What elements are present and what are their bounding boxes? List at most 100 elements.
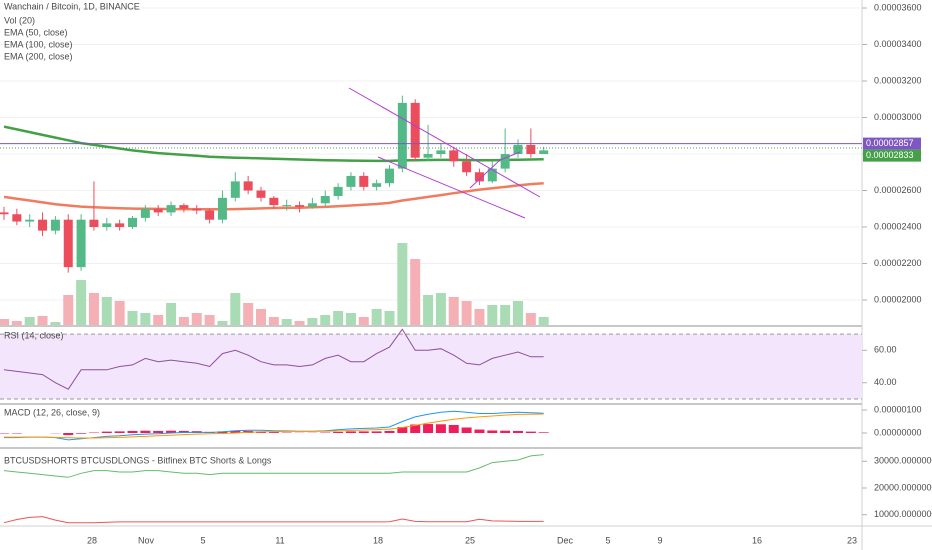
plot-area [0, 7, 862, 524]
candle-body [385, 168, 394, 184]
volume-bar [500, 305, 511, 325]
candle-body [526, 144, 536, 155]
volume-bar [435, 293, 446, 325]
volume-bar [166, 303, 177, 325]
volume-bar [204, 315, 215, 325]
volume-bar [178, 317, 189, 325]
candle-body [359, 175, 369, 187]
indicator-line [3, 328, 544, 390]
price-axis-label: 40.00 [874, 377, 897, 387]
histogram-bar [384, 430, 395, 433]
time-axis-label: 16 [752, 535, 762, 545]
histogram-bar [397, 427, 408, 433]
candle-body [513, 144, 523, 155]
candle-body [230, 181, 240, 198]
time-axis-label: 28 [87, 535, 97, 545]
candle-body [166, 205, 176, 213]
volume-bar [423, 295, 434, 325]
candle-body [295, 205, 305, 207]
price-axis-label: 0.00003000 [874, 112, 922, 122]
time-axis-label: Dec [557, 535, 574, 545]
volume-bar [410, 259, 421, 325]
time-axis-label: 18 [373, 535, 383, 545]
candle-body [256, 190, 266, 198]
price-axis-label: 0.00002000 [874, 294, 922, 304]
volume-bar [256, 309, 266, 325]
histogram-bar [538, 432, 549, 433]
candle-body [140, 208, 150, 218]
indicator-line [4, 413, 544, 439]
volume-bar [358, 317, 369, 325]
time-axis-label: 5 [200, 535, 205, 545]
candle-body [192, 208, 202, 211]
histogram-bar [435, 424, 446, 433]
candle-body [372, 183, 382, 187]
volume-bar [384, 311, 395, 325]
candle-body [500, 154, 510, 169]
histogram-bar [410, 424, 421, 433]
volume-bar [76, 280, 87, 325]
price-axis-label: 0.00002200 [874, 258, 922, 268]
histogram-bar [371, 431, 382, 433]
volume-bar [538, 317, 549, 325]
candle-body [462, 161, 472, 173]
histogram-bar [448, 424, 459, 433]
price-tag-label: 0.00002857 [866, 138, 914, 148]
histogram-bar [345, 431, 356, 433]
histogram-bar [268, 432, 279, 433]
price-axis-label: 0.00002400 [874, 221, 922, 231]
candle-body [449, 150, 459, 162]
candle-body [436, 150, 446, 155]
candle-body [282, 205, 292, 207]
indicator-label: EMA (100, close) [4, 39, 73, 49]
indicator-label: EMA (200, close) [4, 51, 73, 61]
candle-body [539, 150, 549, 155]
time-axis-label: 11 [275, 535, 284, 545]
time-axis-label: 25 [465, 535, 475, 545]
histogram-bar [513, 430, 523, 433]
candle-body [115, 223, 125, 228]
drawings [348, 87, 541, 219]
candle-body [50, 219, 60, 231]
histogram-bar [127, 430, 138, 433]
price-axis-label: 30000.00000000 [874, 456, 932, 466]
volume-bar [513, 301, 523, 325]
price-tag [863, 149, 921, 162]
time-axis-label: Nov [138, 535, 155, 545]
volume-bar [281, 319, 292, 325]
volume-bar [487, 305, 498, 325]
histogram-bar [166, 430, 177, 433]
candle-body [423, 154, 433, 158]
candle-body [12, 214, 22, 222]
candle-body [25, 219, 35, 222]
indicator-label: EMA (50, close) [4, 27, 68, 37]
time-axis-label: 9 [657, 535, 662, 545]
histogram-bar [487, 430, 498, 433]
price-axis-label: 10000.00000000 [874, 509, 932, 519]
candle-body [217, 197, 227, 220]
pane-title: RSI (14, close) [4, 330, 64, 340]
histogram-bar [358, 431, 369, 433]
candle-body [243, 181, 253, 191]
indicator-line [3, 454, 544, 478]
price-axis-label: 0.00003600 [874, 2, 922, 12]
histogram-bar [63, 433, 74, 436]
volume-bar [461, 301, 472, 325]
volume-bar [101, 297, 112, 325]
candle-body [346, 175, 356, 187]
volume-bar [448, 297, 459, 325]
price-axis-label: 0.00000000 [874, 427, 922, 437]
time-axis-label: 5 [605, 535, 610, 545]
histogram-bar [178, 430, 189, 433]
histogram-bar [423, 424, 434, 433]
histogram-bar [525, 431, 536, 433]
pane-title: BTCUSDSHORTS BTCUSDLONGS - Bitfinex BTC … [4, 455, 272, 465]
volume-bar [525, 313, 536, 325]
price-axis-label: 20000.00000000 [874, 482, 932, 492]
volume-bar [217, 321, 228, 325]
candle-body [128, 217, 137, 228]
histogram-bar [140, 430, 151, 433]
trend-line [377, 156, 526, 219]
